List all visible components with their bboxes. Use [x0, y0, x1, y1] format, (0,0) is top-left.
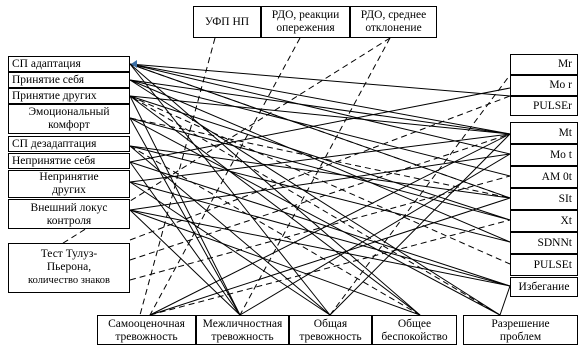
link-solid	[149, 197, 511, 316]
link-dashed	[129, 95, 511, 241]
left-box-sp-disadapt: СП дезадаптация	[8, 136, 130, 152]
link-solid	[129, 63, 511, 97]
link-solid	[129, 63, 511, 135]
link-solid	[129, 145, 511, 243]
right-box-avoid: Избегание	[510, 277, 578, 297]
bottom-box-inter-anxiety: Межличностная тревожность	[196, 315, 289, 345]
link-solid	[129, 79, 501, 316]
left-box-external-locus: Внешний локус контроля	[8, 199, 130, 229]
arrowhead	[131, 60, 137, 68]
link-dashed	[329, 74, 511, 316]
left-box-emo-comfort: Эмоциональный комфорт	[8, 104, 130, 134]
link-solid	[129, 63, 331, 316]
link-dashed	[149, 37, 301, 316]
link-dashed	[129, 63, 511, 199]
link-solid	[129, 209, 511, 287]
right-box-mor: Mo r	[510, 75, 578, 96]
link-solid	[129, 79, 511, 243]
link-dashed	[139, 37, 216, 316]
link-dashed	[129, 95, 511, 265]
bottom-box-general-worry: Общее беспокойство	[372, 315, 457, 345]
left-box-self-reject: Непринятие себя	[8, 153, 130, 169]
bottom-box-problem-solving: Разрешение проблем	[463, 315, 578, 345]
right-box-mt: Mt	[510, 122, 578, 144]
link-solid	[149, 133, 511, 316]
link-solid	[129, 95, 511, 135]
link-dashed	[129, 175, 511, 281]
right-box-pulser: PULSEr	[510, 96, 578, 116]
left-box-toulouse-pieron: Тест Тулуз- Пьерона, количество знаков	[8, 243, 130, 293]
link-dashed	[129, 117, 511, 199]
left-box-self-accept: Принятие себя	[8, 72, 130, 88]
link-solid	[129, 63, 421, 316]
left-box-others-accept: Принятие других	[8, 88, 130, 104]
right-box-sit: SIt	[510, 188, 578, 210]
link-solid	[239, 153, 511, 316]
link-dashed	[239, 37, 391, 316]
right-box-amot: AM 0t	[510, 166, 578, 188]
link-solid	[129, 209, 421, 316]
bottom-box-self-anxiety: Самооценочная тревожность	[97, 315, 196, 345]
link-solid	[129, 181, 511, 287]
link-solid	[129, 181, 331, 316]
top-box-rdo-mean: РДО, среднее отклонение	[350, 6, 437, 38]
bottom-box-general-anxiety: Общая тревожность	[289, 315, 372, 345]
link-solid	[129, 117, 501, 316]
link-dashed	[129, 145, 421, 316]
right-box-pulset: PULSEt	[510, 254, 578, 276]
link-solid	[129, 95, 421, 316]
link-solid	[129, 145, 511, 199]
link-solid	[129, 87, 511, 163]
right-box-mr: Mr	[510, 54, 578, 75]
link-solid	[329, 133, 511, 316]
link-solid	[129, 209, 241, 316]
left-box-sp-adapt: СП адаптация	[8, 56, 130, 72]
link-dashed	[129, 133, 511, 261]
link-solid	[499, 285, 511, 316]
link-solid	[129, 153, 511, 211]
top-box-rdo-reaction: РДО, реакции опережения	[261, 6, 350, 38]
right-box-mot: Mo t	[510, 144, 578, 166]
link-solid	[129, 117, 511, 221]
link-dashed	[149, 219, 511, 316]
left-box-others-reject: Непринятие других	[8, 170, 130, 198]
link-dashed	[129, 95, 501, 316]
top-box-ufp: УФП НП	[193, 6, 261, 38]
link-solid	[129, 79, 511, 135]
right-box-sdnnt: SDNNt	[510, 232, 578, 254]
right-box-xt: Xt	[510, 210, 578, 232]
link-solid	[129, 63, 511, 155]
